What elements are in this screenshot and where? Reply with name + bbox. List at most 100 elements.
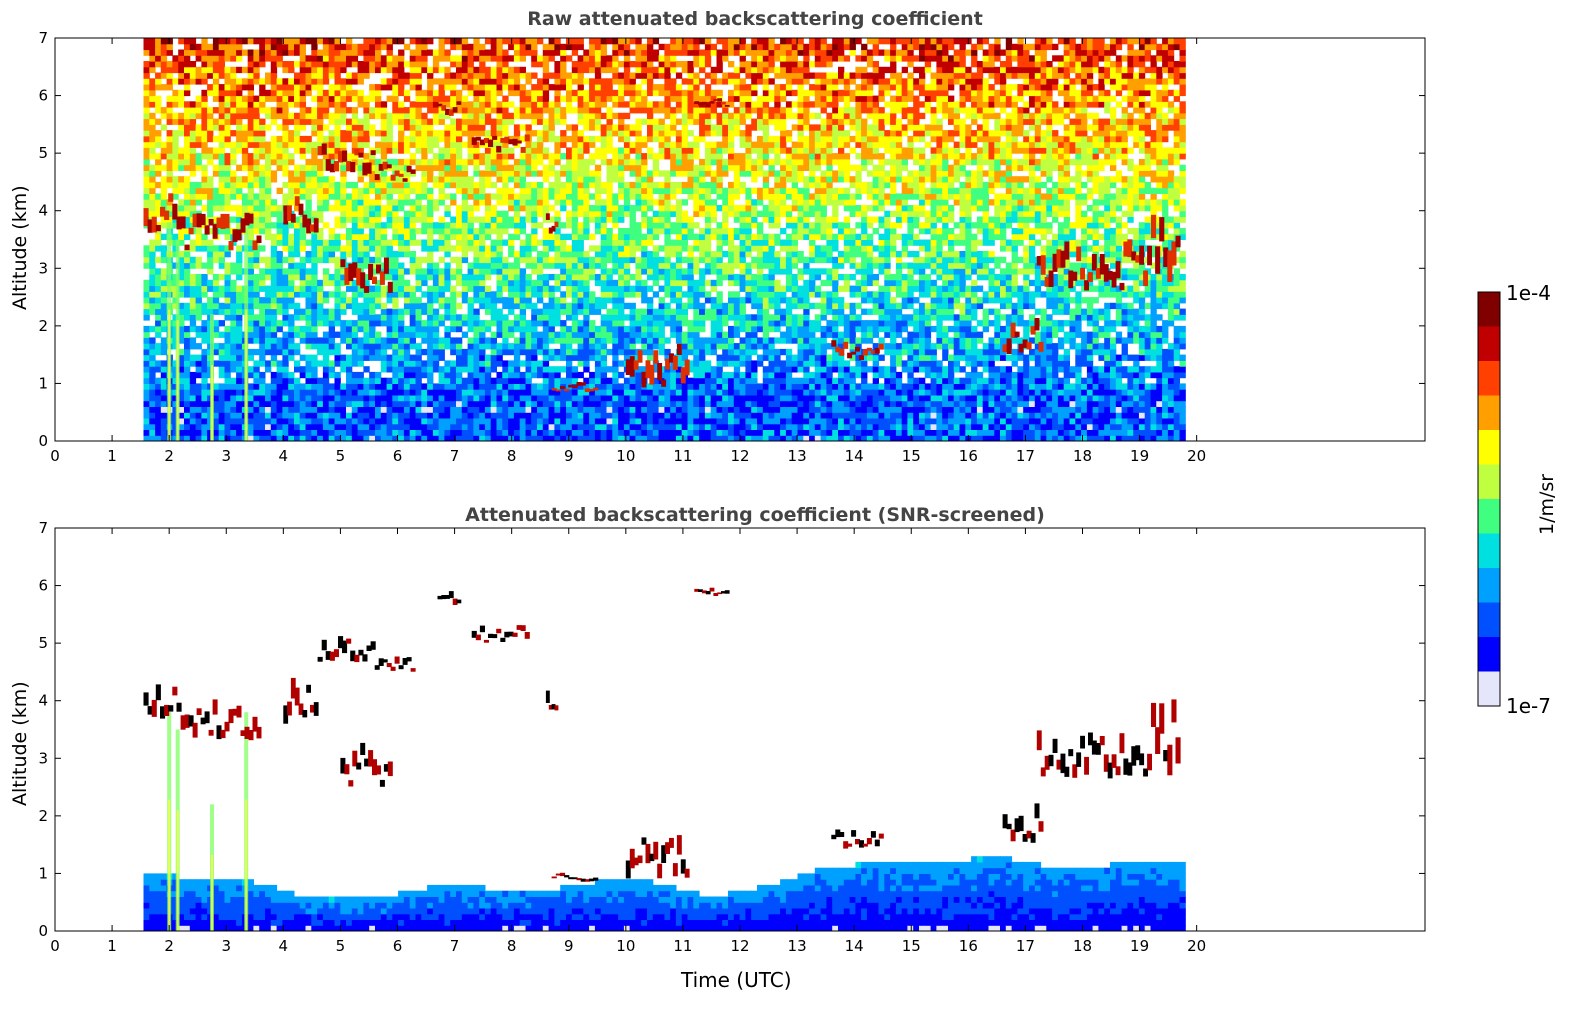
noise-cell	[496, 55, 503, 62]
noise-cell	[554, 371, 561, 379]
noise-cell	[212, 55, 220, 62]
noise-cell	[548, 302, 555, 310]
noise-cell	[496, 274, 503, 281]
noise-cell	[490, 84, 497, 91]
noise-cell	[421, 418, 428, 425]
noise-cell	[201, 95, 208, 102]
noise-cell	[589, 66, 596, 74]
noise-cell	[386, 245, 393, 252]
noise-cell	[149, 164, 156, 171]
noise-cell	[421, 228, 428, 235]
noise-cell	[155, 95, 162, 102]
noise-cell	[288, 274, 295, 281]
noise-cell	[427, 435, 434, 442]
noise-cell	[427, 216, 434, 223]
noise-cell	[502, 61, 509, 68]
noise-cell	[456, 320, 463, 327]
noise-cell	[467, 429, 474, 436]
noise-cell	[172, 239, 179, 246]
noise-cell	[525, 366, 532, 373]
noise-cell	[207, 84, 214, 91]
noise-cell	[369, 320, 376, 327]
noise-cell	[259, 406, 266, 413]
noise-cell	[334, 245, 341, 252]
noise-cell	[566, 285, 573, 292]
noise-cell	[421, 245, 428, 252]
noise-cell	[230, 153, 237, 160]
noise-cell	[438, 130, 445, 137]
noise-cell	[218, 429, 225, 436]
noise-cell	[456, 153, 463, 160]
noise-cell	[212, 412, 220, 419]
noise-cell	[375, 279, 382, 287]
noise-cell	[496, 210, 503, 217]
noise-cell	[566, 147, 573, 154]
noise-cell	[456, 89, 463, 97]
noise-cell	[600, 262, 607, 269]
noise-cell	[253, 348, 260, 356]
noise-cell	[363, 101, 370, 108]
noise-cell	[398, 135, 405, 143]
noise-cell	[201, 170, 208, 177]
noise-cell	[403, 354, 411, 361]
noise-cell	[519, 38, 526, 45]
noise-cell	[288, 135, 295, 143]
noise-cell	[265, 38, 272, 45]
noise-cell	[375, 251, 382, 258]
noise-cell	[537, 406, 544, 413]
noise-cell	[386, 435, 393, 442]
noise-cell	[259, 354, 266, 361]
noise-cell	[357, 394, 364, 402]
noise-cell	[473, 274, 480, 281]
noise-cell	[189, 256, 197, 264]
noise-cell	[259, 101, 266, 108]
noise-cell	[143, 181, 150, 189]
noise-cell	[236, 371, 243, 379]
noise-cell	[525, 285, 532, 292]
noise-cell	[149, 297, 156, 304]
noise-cell	[334, 95, 341, 102]
noise-cell	[403, 360, 411, 367]
noise-cell	[421, 176, 428, 183]
noise-cell	[502, 101, 509, 108]
noise-cell	[473, 406, 480, 413]
noise-cell	[195, 360, 202, 367]
noise-cell	[288, 181, 295, 189]
noise-cell	[594, 412, 602, 419]
noise-cell	[392, 308, 399, 315]
noise-cell	[247, 297, 254, 304]
noise-cell	[577, 423, 584, 430]
noise-cell	[276, 320, 283, 327]
noise-cell	[537, 279, 544, 287]
noise-cell	[201, 118, 208, 125]
noise-cell	[386, 95, 393, 102]
noise-cell	[444, 72, 451, 79]
noise-cell	[589, 377, 596, 384]
noise-cell	[571, 400, 579, 407]
noise-cell	[438, 291, 445, 298]
noise-cell	[282, 118, 289, 125]
noise-cell	[398, 268, 405, 275]
noise-cell	[224, 112, 231, 120]
noise-cell	[409, 377, 416, 384]
noise-cell	[496, 38, 503, 45]
noise-cell	[207, 187, 214, 194]
noise-cell	[236, 222, 243, 229]
noise-cell	[577, 394, 584, 402]
noise-cell	[496, 400, 503, 407]
noise-cell	[224, 153, 231, 160]
noise-cell	[369, 89, 376, 97]
noise-cell	[479, 279, 486, 287]
noise-cell	[461, 285, 469, 292]
noise-cell	[618, 84, 625, 91]
noise-cell	[369, 199, 376, 206]
noise-cell	[149, 95, 156, 102]
noise-cell	[299, 435, 306, 442]
noise-cell	[195, 95, 202, 102]
noise-cell	[172, 222, 179, 229]
noise-cell	[334, 153, 341, 160]
noise-cell	[155, 348, 162, 356]
noise-cell	[600, 418, 607, 425]
noise-cell	[508, 170, 515, 177]
noise-cell	[531, 199, 538, 206]
